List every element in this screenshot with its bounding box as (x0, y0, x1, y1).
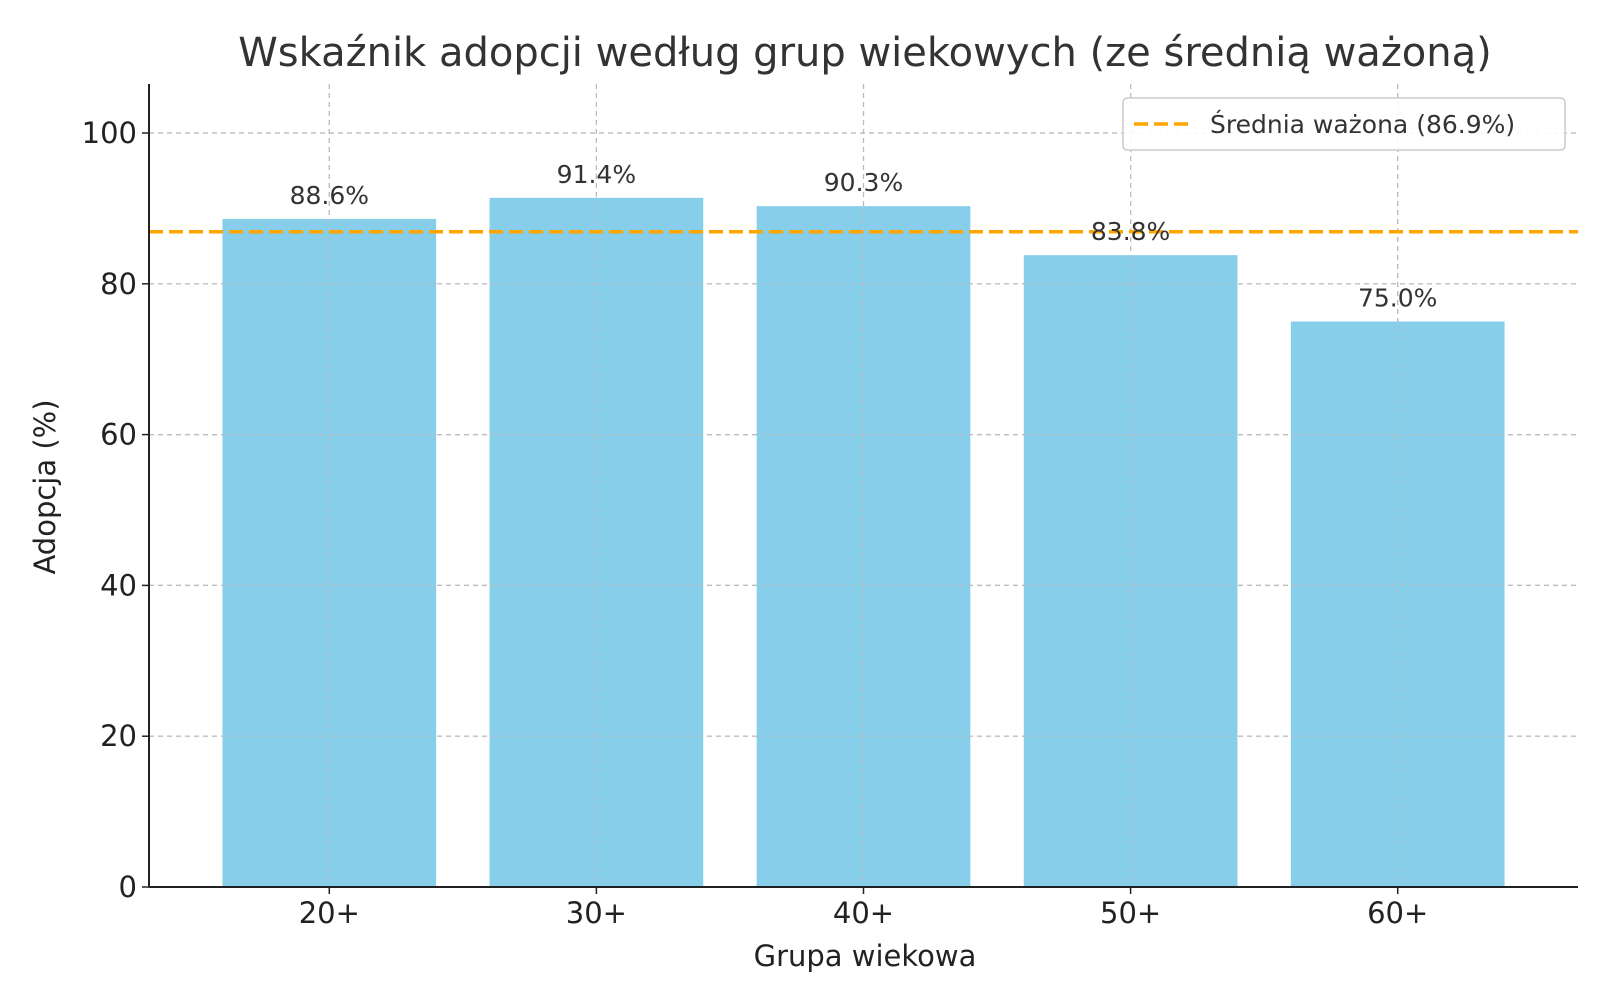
bar-60-plus (1290, 321, 1505, 887)
x-tick-label: 40+ (833, 896, 894, 930)
x-tick-label: 30+ (566, 896, 627, 930)
legend-label-reference-line: Średnia ważona (86.9%) (1210, 109, 1515, 139)
y-tick-label: 20 (100, 719, 137, 753)
value-label: 91.4% (557, 160, 636, 189)
y-axis-label: Adopcja (%) (28, 399, 62, 574)
x-tick-label: 60+ (1367, 896, 1428, 930)
legend: Średnia ważona (86.9%) (1122, 97, 1566, 151)
x-tick-label: 20+ (299, 896, 360, 930)
y-tick-label: 100 (82, 116, 137, 150)
y-tick-label: 60 (100, 418, 137, 452)
value-label: 88.6% (290, 181, 369, 210)
x-tick-label: 50+ (1100, 896, 1161, 930)
ticks: 0 20 40 60 80 100 20+ 30+ 40+ 50+ 60+ (82, 116, 1429, 930)
legend-box (1122, 97, 1566, 151)
chart-title: Wskaźnik adopcji według grup wiekowych (… (238, 30, 1492, 76)
value-labels: 88.6% 91.4% 90.3% 83.8% 75.0% (290, 160, 1438, 313)
y-tick-label: 80 (100, 267, 137, 301)
y-tick-label: 0 (119, 870, 137, 904)
value-label: 90.3% (824, 168, 903, 197)
y-tick-label: 40 (100, 568, 137, 602)
bars (149, 84, 1578, 887)
value-label: 83.8% (1091, 217, 1170, 246)
x-axis-label: Grupa wiekowa (754, 939, 977, 973)
value-label: 75.0% (1358, 284, 1437, 313)
